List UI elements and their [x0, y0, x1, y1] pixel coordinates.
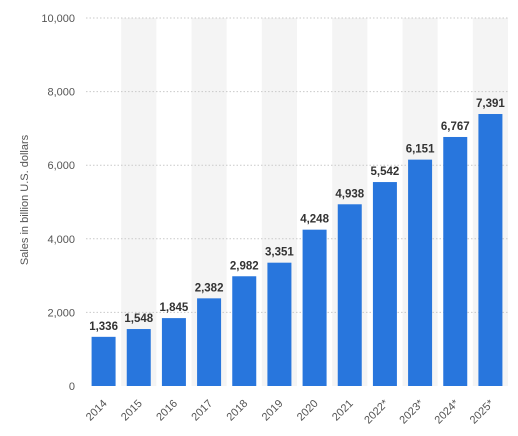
x-tick-label: 2021 [330, 398, 356, 424]
bar [478, 114, 503, 386]
bar [337, 204, 362, 386]
data-label: 6,767 [441, 121, 470, 133]
bar [161, 318, 186, 386]
x-tick-label: 2024* [433, 397, 462, 426]
bar [267, 262, 292, 386]
bar [126, 329, 151, 386]
x-tick-label: 2018 [225, 398, 251, 424]
x-tick-label: 2016 [154, 398, 180, 424]
bar [197, 298, 222, 386]
data-label: 7,391 [476, 98, 505, 110]
x-tick-label: 2019 [260, 398, 286, 424]
data-label: 6,151 [406, 144, 435, 156]
bar [91, 336, 116, 386]
y-tick-label: 2,000 [47, 307, 75, 319]
bar [372, 182, 397, 386]
bar [408, 159, 433, 386]
x-tick-label: 2020 [295, 398, 321, 424]
data-label: 1,548 [124, 313, 153, 325]
y-tick-label: 10,000 [41, 13, 75, 25]
data-label: 1,845 [160, 302, 189, 314]
bars [91, 114, 503, 386]
data-label: 2,382 [195, 282, 224, 294]
data-label: 5,542 [371, 166, 400, 178]
data-label: 3,351 [265, 247, 294, 259]
x-tick-label: 2025* [468, 397, 497, 426]
data-label: 4,248 [300, 214, 329, 226]
data-label: 4,938 [335, 188, 364, 200]
bar [302, 229, 327, 386]
x-tick-label: 2014 [84, 398, 110, 424]
x-tick-label: 2015 [119, 398, 145, 424]
y-axis-ticks: 0 2,000 4,000 6,000 8,000 10,000 [41, 13, 75, 393]
y-tick-label: 6,000 [47, 160, 75, 172]
y-tick-label: 8,000 [47, 87, 75, 99]
grid-lines [86, 17, 508, 313]
y-tick-label: 4,000 [47, 234, 75, 246]
data-label: 1,336 [89, 321, 118, 333]
data-labels: 1,336 1,548 1,845 2,382 2,982 3,351 4,248 4,938… [89, 98, 505, 333]
bar [232, 276, 257, 386]
x-tick-label: 2017 [189, 398, 215, 424]
x-tick-label: 2023* [397, 397, 426, 426]
column-band [121, 18, 157, 386]
data-label: 2,982 [230, 260, 259, 272]
y-tick-label: 0 [69, 381, 75, 393]
bar [443, 136, 468, 386]
x-tick-label: 2022* [362, 397, 391, 426]
x-axis-ticks: 2014 2015 2016 2017 2018 2019 2020 2021 2022* 202… [84, 397, 497, 426]
y-axis-label: Sales in billion U.S. dollars [19, 134, 31, 265]
